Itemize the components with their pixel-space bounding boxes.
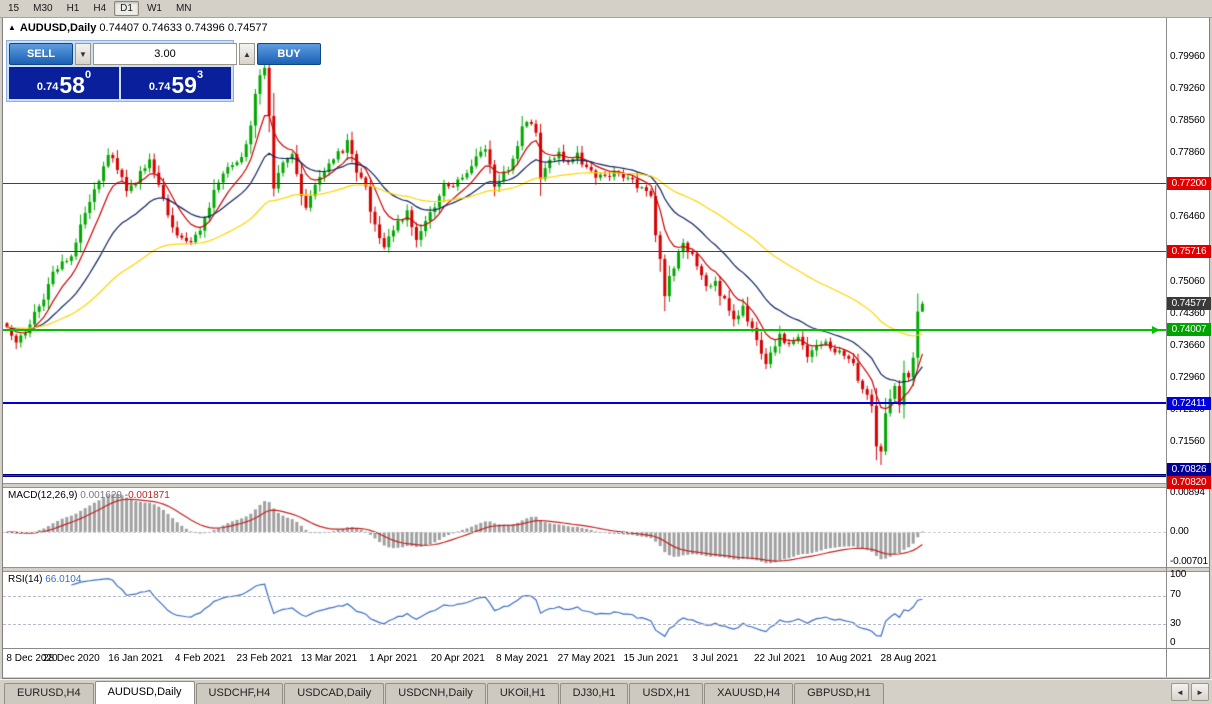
hline-support-green[interactable] (3, 329, 1166, 331)
tab-usdcnh-daily[interactable]: USDCNH,Daily (385, 683, 486, 704)
buy-price-pip: 3 (196, 69, 204, 81)
tab-gbpusd-h1[interactable]: GBPUSD,H1 (794, 683, 884, 704)
macd-scale-max: 0.00894 (1170, 487, 1205, 498)
buy-price-big: 59 (171, 72, 197, 98)
one-click-collapse-icon[interactable]: ▲ (8, 23, 16, 32)
timeframe-button-d1[interactable]: D1 (114, 1, 139, 16)
price-label-level-low-red: 0.70820 (1167, 476, 1211, 489)
date-label: 20 Apr 2021 (430, 653, 485, 664)
timeframe-toolbar: 15 M30 H1 H4 D1 W1 MN (0, 0, 1212, 18)
tab-xauusd-h4[interactable]: XAUUSD,H4 (704, 683, 794, 704)
tab-scroll-right-icon[interactable]: ► (1191, 683, 1209, 701)
price-tick: 0.78560 (1170, 115, 1205, 127)
date-label: 1 Apr 2021 (369, 653, 418, 664)
date-label: 8 May 2021 (496, 653, 549, 664)
one-click-trading-panel: SELL ▼ ▲ BUY 0.74 58 0 0.74 59 3 (6, 40, 321, 102)
hline-resistance-mid[interactable] (3, 251, 1166, 252)
rsi-label: RSI(14) (8, 574, 43, 585)
sell-price-pip: 0 (84, 69, 92, 81)
volume-decrease-button[interactable]: ▼ (75, 43, 91, 65)
macd-zero-line (3, 532, 1166, 533)
timeframe-button-h4[interactable]: H4 (93, 3, 107, 14)
timeframe-button-m30[interactable]: M30 (33, 3, 53, 14)
rsi-value: 66.0104 (45, 574, 82, 585)
trendline-arrow-icon (1152, 325, 1160, 334)
price-tick: 0.76460 (1170, 211, 1205, 223)
hline-resistance-upper[interactable] (3, 183, 1166, 184)
chart-tab-bar: EURUSD,H4 AUDUSD,Daily USDCHF,H4 USDCAD,Dai… (0, 679, 1212, 704)
price-tick: 0.73660 (1170, 339, 1205, 351)
sell-price-display: 0.74 58 0 (9, 67, 119, 99)
macd-indicator-title: MACD(12,26,9) 0.001629 -0.001871 (8, 490, 170, 501)
tab-ukoil-h1[interactable]: UKOil,H1 (486, 683, 559, 704)
tab-eurusd-h4[interactable]: EURUSD,H4 (4, 683, 94, 704)
tab-dj30-h1[interactable]: DJ30,H1 (559, 683, 629, 704)
rsi-level-30-line (3, 624, 1166, 625)
date-label: 22 Jul 2021 (753, 653, 806, 664)
tab-scroll-controls: ◄ ► (1168, 683, 1212, 704)
rsi-scale-70: 70 (1170, 589, 1181, 600)
price-tick: 0.74360 (1170, 307, 1205, 319)
tab-usdcad-daily[interactable]: USDCAD,Daily (284, 683, 385, 704)
price-label-resistance-upper: 0.77200 (1167, 177, 1211, 190)
timeframe-button-15[interactable]: 15 (8, 3, 20, 14)
date-label: 15 Jun 2021 (623, 653, 679, 664)
price-label-support-blue: 0.72411 (1167, 397, 1211, 410)
date-label: 28 Aug 2021 (880, 653, 937, 664)
buy-button[interactable]: BUY (257, 43, 321, 65)
price-tick: 0.71560 (1170, 436, 1205, 448)
rsi-level-70-line (3, 596, 1166, 597)
price-label-resistance-mid: 0.75716 (1167, 245, 1211, 258)
macd-scale-min: -0.00701 (1170, 556, 1208, 567)
sell-price-big: 58 (59, 72, 85, 98)
rsi-scale-100: 100 (1170, 569, 1187, 580)
date-label: 16 Jan 2021 (108, 653, 164, 664)
price-tick: 0.72960 (1170, 371, 1205, 383)
volume-input[interactable] (93, 43, 237, 65)
hline-level-low-red[interactable] (3, 475, 1166, 476)
macd-main-value: 0.001629 (80, 490, 122, 501)
timeframe-button-mn[interactable]: MN (175, 3, 192, 14)
tab-usdchf-h4[interactable]: USDCHF,H4 (195, 683, 284, 704)
date-label: 28 Dec 2020 (43, 653, 100, 664)
buy-price-prefix: 0.74 (148, 81, 171, 93)
date-label: 13 Mar 2021 (300, 653, 358, 664)
current-price-label: 0.74577 (1167, 297, 1211, 310)
sell-price-prefix: 0.74 (36, 81, 59, 93)
date-label: 23 Feb 2021 (236, 653, 293, 664)
tab-audusd-daily[interactable]: AUDUSD,Daily (94, 681, 195, 704)
chart-symbol-label: AUDUSD,Daily (19, 22, 97, 34)
price-tick: 0.75060 (1170, 275, 1205, 287)
chart-title: ▲ AUDUSD,Daily 0.74407 0.74633 0.74396 0.… (8, 22, 268, 34)
date-label: 10 Aug 2021 (816, 653, 873, 664)
price-tick: 0.79960 (1170, 51, 1205, 62)
rsi-indicator-title: RSI(14) 66.0104 (8, 574, 81, 585)
price-tick: 0.79260 (1170, 83, 1205, 95)
volume-increase-button[interactable]: ▲ (239, 43, 255, 65)
timeframe-button-h1[interactable]: H1 (66, 3, 80, 14)
date-label: 8 Dec 2020 (6, 653, 58, 664)
date-label: 27 May 2021 (557, 653, 616, 664)
chart-tabs: EURUSD,H4 AUDUSD,Daily USDCHF,H4 USDCAD,Dai… (0, 681, 1168, 704)
buy-price-display: 0.74 59 3 (121, 67, 231, 99)
timeframe-button-w1[interactable]: W1 (146, 3, 162, 14)
sell-button[interactable]: SELL (9, 43, 73, 65)
hline-support-blue[interactable] (3, 402, 1166, 404)
date-label: 4 Feb 2021 (174, 653, 226, 664)
tab-scroll-left-icon[interactable]: ◄ (1171, 683, 1189, 701)
rsi-scale-0: 0 (1170, 637, 1176, 648)
macd-label: MACD(12,26,9) (8, 490, 78, 501)
tab-usdx-h1[interactable]: USDX,H1 (629, 683, 704, 704)
chart-ohlc-values: 0.74407 0.74633 0.74396 0.74577 (99, 22, 268, 34)
price-label-support-navy: 0.70826 (1167, 463, 1211, 476)
price-tick: 0.77860 (1170, 147, 1205, 159)
macd-scale-zero: 0.00 (1170, 526, 1189, 537)
macd-signal-value: -0.001871 (124, 490, 170, 501)
rsi-scale-30: 30 (1170, 618, 1181, 629)
price-label-support-green: 0.74007 (1167, 323, 1211, 336)
date-label: 3 Jul 2021 (692, 653, 739, 664)
